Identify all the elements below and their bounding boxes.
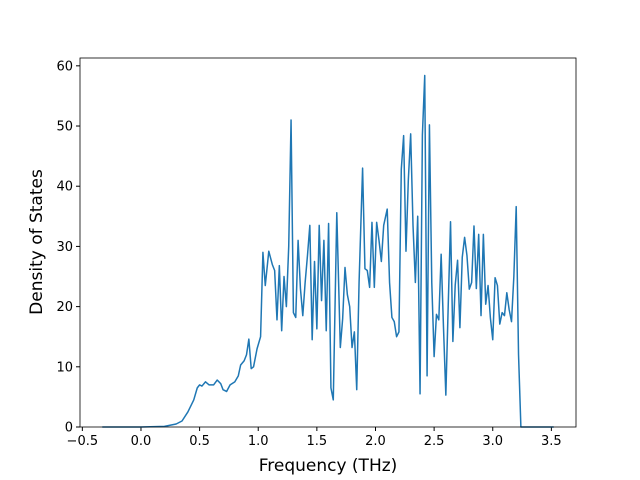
- y-tick-label: 50: [56, 120, 73, 135]
- y-tick-label: 10: [56, 360, 73, 375]
- y-tick-label: 0: [65, 421, 73, 436]
- x-tick-label: 2.5: [424, 434, 445, 449]
- x-tick-label: −0.5: [67, 434, 99, 449]
- y-tick-label: 60: [56, 59, 73, 74]
- x-tick-label: 2.0: [365, 434, 386, 449]
- line: [102, 74, 554, 428]
- x-tick-label: 1.5: [307, 434, 328, 449]
- x-tick-label: 0.0: [131, 434, 152, 449]
- plot-frame: [79, 57, 577, 428]
- y-tick-label: 30: [56, 240, 73, 255]
- x-tick-label: 3.5: [541, 434, 562, 449]
- x-axis-label: Frequency (THz): [259, 456, 398, 476]
- x-tick-label: 0.5: [189, 434, 210, 449]
- x-tick-label: 3.0: [482, 434, 503, 449]
- y-tick-label: 40: [56, 180, 73, 195]
- y-tick-label: 20: [56, 300, 73, 315]
- y-axis-label: Density of States: [27, 169, 47, 315]
- x-tick-label: 1.0: [248, 434, 269, 449]
